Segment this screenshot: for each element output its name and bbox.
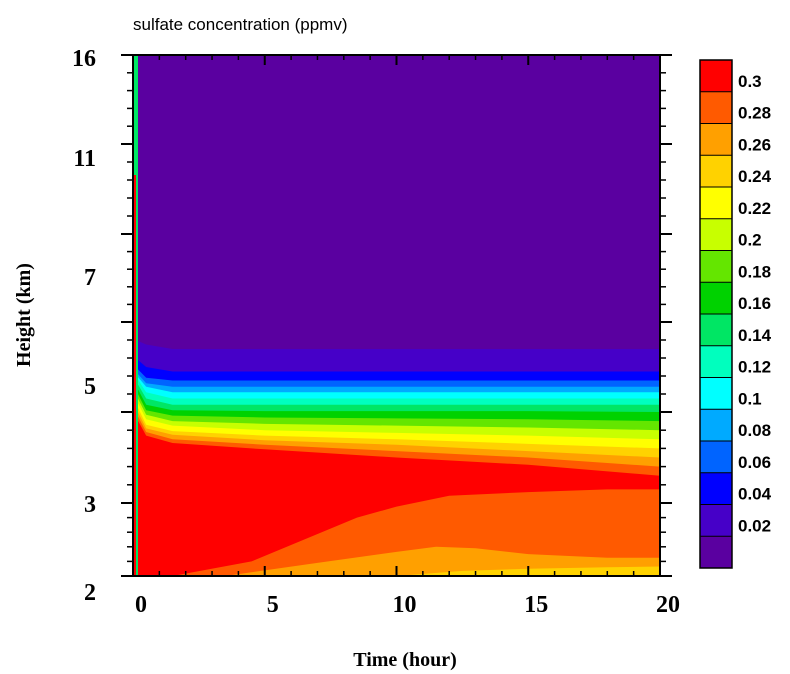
- y-axis-label: Height (km): [13, 263, 35, 367]
- colorbar-label: 0.04: [738, 485, 772, 504]
- colorbar-label: 0.28: [738, 104, 771, 123]
- contour-band: [172, 489, 660, 576]
- x-axis-ticks: 0 5 10 15 20: [132, 55, 680, 618]
- x-tick-label: 10: [393, 592, 417, 618]
- colorbar-label: 0.22: [738, 199, 771, 218]
- colorbar-swatch: [700, 250, 732, 283]
- colorbar-swatch: [700, 409, 732, 442]
- chart-title: sulfate concentration (ppmv): [133, 15, 348, 34]
- colorbar-swatch: [700, 314, 732, 347]
- y-tick-label: 5: [84, 374, 96, 400]
- colorbar-swatch: [700, 441, 732, 474]
- colorbar-label: 0.3: [738, 72, 762, 91]
- colorbar-label: 0.1: [738, 389, 762, 408]
- colorbar-label: 0.16: [738, 294, 771, 313]
- y-tick-label: 2: [84, 580, 96, 606]
- colorbar: 0.3 0.28 0.26 0.24 0.22 0.2 0.18 0.16 0.14 0.12 0.…: [699, 59, 772, 569]
- colorbar-label: 0.26: [738, 135, 771, 154]
- y-tick-label: 11: [73, 146, 96, 172]
- colorbar-label: 0.12: [738, 358, 771, 377]
- colorbar-swatch: [700, 218, 732, 251]
- x-axis-label: Time (hour): [353, 649, 457, 671]
- colorbar-swatch: [700, 91, 732, 124]
- colorbar-label: 0.08: [738, 421, 771, 440]
- colorbar-swatch: [700, 377, 732, 410]
- colorbar-swatch: [700, 345, 732, 378]
- colorbar-swatch: [700, 504, 732, 537]
- y-tick-label: 16: [72, 46, 96, 72]
- colorbar-swatch: [700, 536, 732, 569]
- plot-area: [133, 55, 660, 576]
- colorbar-swatch: [700, 155, 732, 188]
- colorbar-label: 0.24: [738, 167, 772, 186]
- colorbar-swatch: [700, 60, 732, 93]
- colorbar-label: 0.14: [738, 326, 772, 345]
- colorbar-label: 0.06: [738, 453, 771, 472]
- x-tick-label: 0: [135, 592, 147, 618]
- colorbar-label: 0.2: [738, 231, 762, 250]
- x-tick-label: 5: [267, 592, 279, 618]
- y-axis-ticks: 2 3 5 7 11 16: [72, 46, 672, 606]
- colorbar-swatch: [700, 123, 732, 156]
- colorbar-label: 0.02: [738, 516, 771, 535]
- colorbar-swatch: [700, 187, 732, 220]
- colorbar-label: 0.18: [738, 262, 771, 281]
- colorbar-swatch: [700, 472, 732, 505]
- y-tick-label: 7: [84, 265, 96, 291]
- colorbar-swatch: [700, 282, 732, 315]
- y-tick-label: 3: [84, 492, 96, 518]
- x-tick-label: 15: [524, 592, 548, 618]
- x-tick-label: 20: [656, 592, 680, 618]
- contour-band-left-edge: [133, 175, 136, 576]
